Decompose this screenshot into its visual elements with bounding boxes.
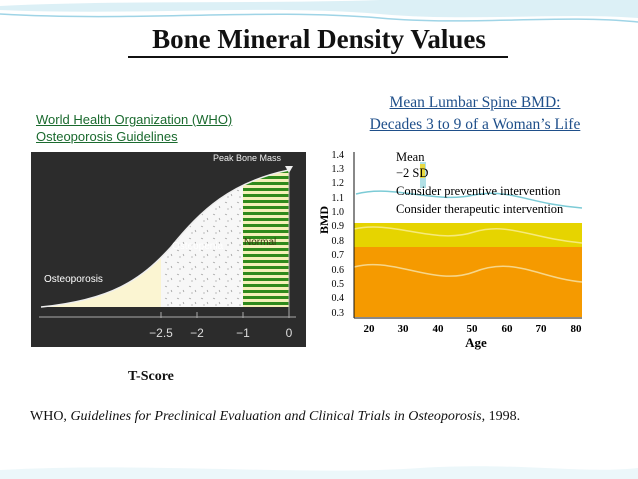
y-tick-label: 1.4	[332, 150, 345, 161]
tscore-tick: 0	[286, 326, 293, 340]
y-tick-label: 1.3	[332, 164, 345, 175]
y-tick-label: 0.4	[332, 293, 345, 304]
y-tick-label: 1.1	[332, 193, 345, 204]
bmd-heading-line2: Decades 3 to 9 of a Woman’s Life	[369, 116, 581, 133]
x-axis-label: Age	[465, 335, 487, 350]
y-tick-label: 0.9	[332, 221, 345, 232]
y-tick-label: 0.7	[332, 250, 345, 261]
y-ticks: 1.4 1.3 1.2 1.1 1.0 0.9 0.8 0.7 0.6 0.5 …	[332, 150, 345, 319]
legend-therapeutic: Consider therapeutic intervention	[396, 202, 564, 216]
peak-arrow-icon	[285, 166, 293, 173]
bmd-heading-line1: Mean Lumbar Spine BMD:	[389, 94, 561, 111]
slide-title: Bone Mineral Density Values	[152, 24, 486, 54]
minus-2sd-line	[353, 226, 583, 244]
title-underline	[128, 56, 508, 58]
legend-preventive: Consider preventive intervention	[396, 184, 561, 198]
who-heading-line1: World Health Organization (WHO)	[36, 112, 233, 127]
citation-prefix: WHO,	[30, 409, 71, 424]
osteoporosis-label: Osteoporosis	[44, 274, 103, 285]
who-heading-line2: Osteoporosis Guidelines	[36, 129, 178, 144]
legend-swatch-sd	[420, 164, 425, 178]
x-tick-label: 60	[502, 323, 514, 335]
x-tick-label: 40	[433, 323, 445, 335]
tscore-tick: −1	[236, 326, 250, 340]
x-ticks: 20 30 40 50 60 70 80	[364, 323, 583, 335]
osteopenia-label: Osteopenia	[172, 241, 224, 252]
peak-bone-mass-label: Peak Bone Mass	[213, 153, 282, 163]
y-tick-label: 0.5	[332, 279, 345, 290]
who-guidelines-heading: World Health Organization (WHO) Osteopor…	[36, 111, 232, 145]
x-tick-label: 20	[364, 323, 376, 335]
tscore-tick: −2.5	[149, 326, 173, 340]
chart-legend: Mean −2 SD Consider preventive intervent…	[396, 150, 564, 216]
bmd-chart-heading: Mean Lumbar Spine BMD: Decades 3 to 9 of…	[330, 92, 620, 136]
bmd-curve	[40, 169, 290, 308]
citation-title: Guidelines for Preclinical Evaluation an…	[70, 409, 482, 424]
normal-zone	[243, 170, 289, 307]
legend-mean: Mean	[396, 150, 425, 164]
y-tick-label: 0.3	[332, 308, 345, 319]
normal-label: Normal	[244, 237, 276, 248]
y-tick-label: 0.6	[332, 265, 345, 276]
x-tick-label: 50	[467, 323, 479, 335]
x-tick-label: 80	[571, 323, 583, 335]
mean-line	[355, 190, 583, 209]
who-tscore-diagram: Peak Bone Mass Normal Osteopenia Osteopo…	[31, 152, 306, 347]
preventive-zone	[354, 223, 582, 247]
tscore-axis-title: T-Score	[128, 369, 174, 384]
bmd-age-chart: 1.4 1.3 1.2 1.1 1.0 0.9 0.8 0.7 0.6 0.5 …	[317, 150, 583, 350]
y-axis-label: BMD	[317, 206, 331, 234]
tscore-tick: −2	[190, 326, 204, 340]
lower-band-line	[353, 263, 583, 283]
y-tick-label: 0.8	[332, 236, 345, 247]
therapeutic-zone	[354, 247, 582, 317]
citation: WHO, Guidelines for Preclinical Evaluati…	[30, 409, 520, 425]
legend-minus-2sd: −2 SD	[396, 166, 428, 180]
x-tick-label: 30	[398, 323, 410, 335]
x-tick-label: 70	[536, 323, 548, 335]
y-tick-label: 1.2	[332, 178, 345, 189]
y-tick-label: 1.0	[332, 207, 345, 218]
citation-suffix: , 1998.	[481, 409, 521, 424]
